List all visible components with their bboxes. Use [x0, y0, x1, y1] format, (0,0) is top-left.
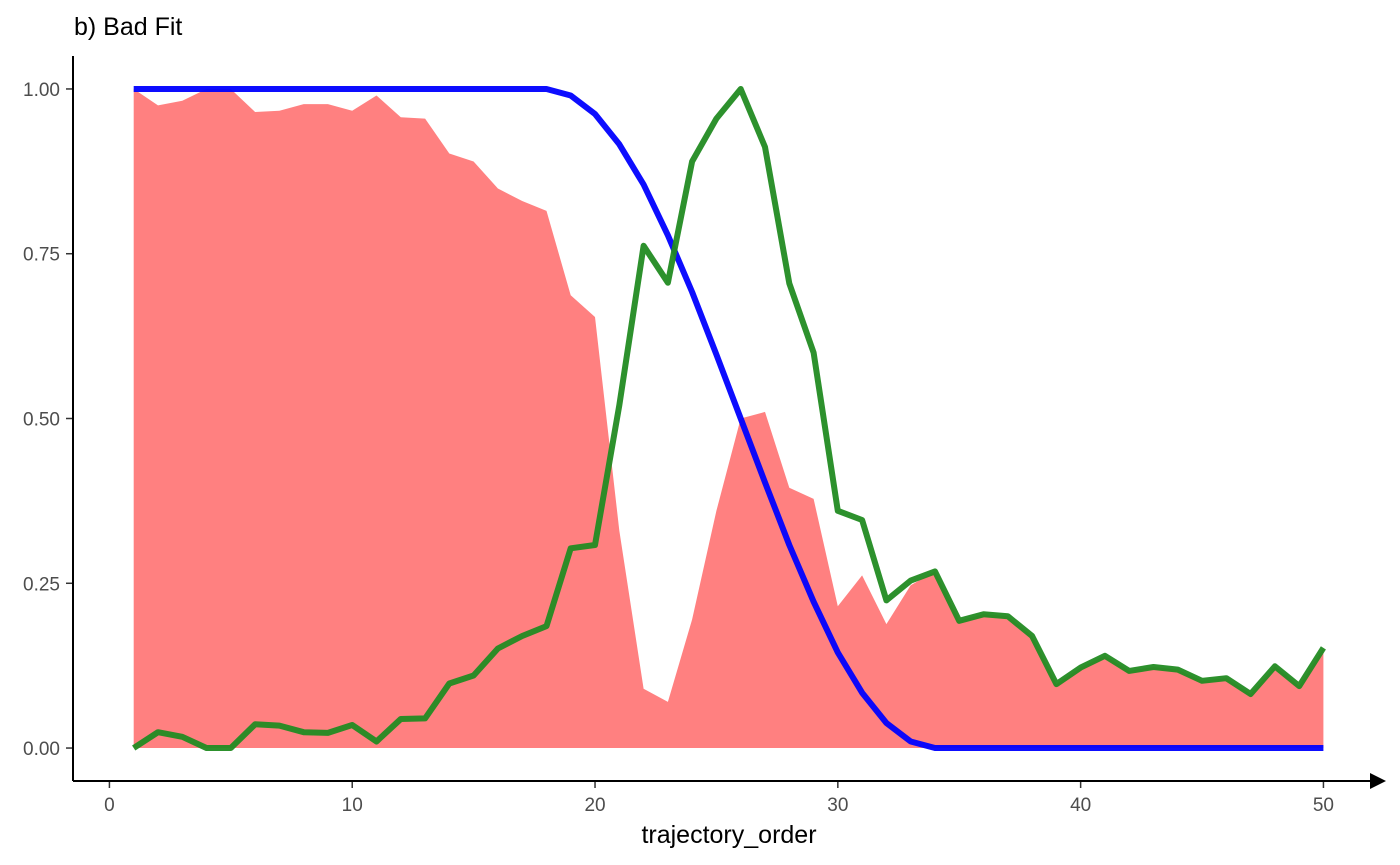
x-tick-label: 30: [827, 795, 848, 816]
x-axis-ticks: 0 10 20 30 40 50: [104, 781, 1334, 816]
x-tick-label: 0: [104, 795, 115, 816]
x-tick-label: 20: [584, 795, 605, 816]
y-tick-label: 0.25: [23, 574, 60, 595]
y-tick-label: 0.00: [23, 739, 60, 760]
y-axis-ticks: 0.00 0.25 0.50 0.75 1.00: [23, 80, 73, 760]
x-tick-label: 50: [1313, 795, 1334, 816]
chart-title: b) Bad Fit: [74, 13, 182, 41]
series-0-area: [133, 89, 1324, 748]
x-axis-arrow-icon: [1370, 773, 1386, 789]
y-tick-label: 0.75: [23, 245, 60, 266]
series-2-line: [132, 86, 1326, 751]
y-tick-label: 0.50: [23, 410, 60, 431]
plot-area: [132, 86, 1326, 751]
x-tick-label: 10: [342, 795, 363, 816]
y-tick-label: 1.00: [23, 80, 60, 101]
series-1-line: [133, 86, 1324, 751]
x-tick-label: 40: [1070, 795, 1091, 816]
x-axis-title: trajectory_order: [641, 821, 816, 849]
